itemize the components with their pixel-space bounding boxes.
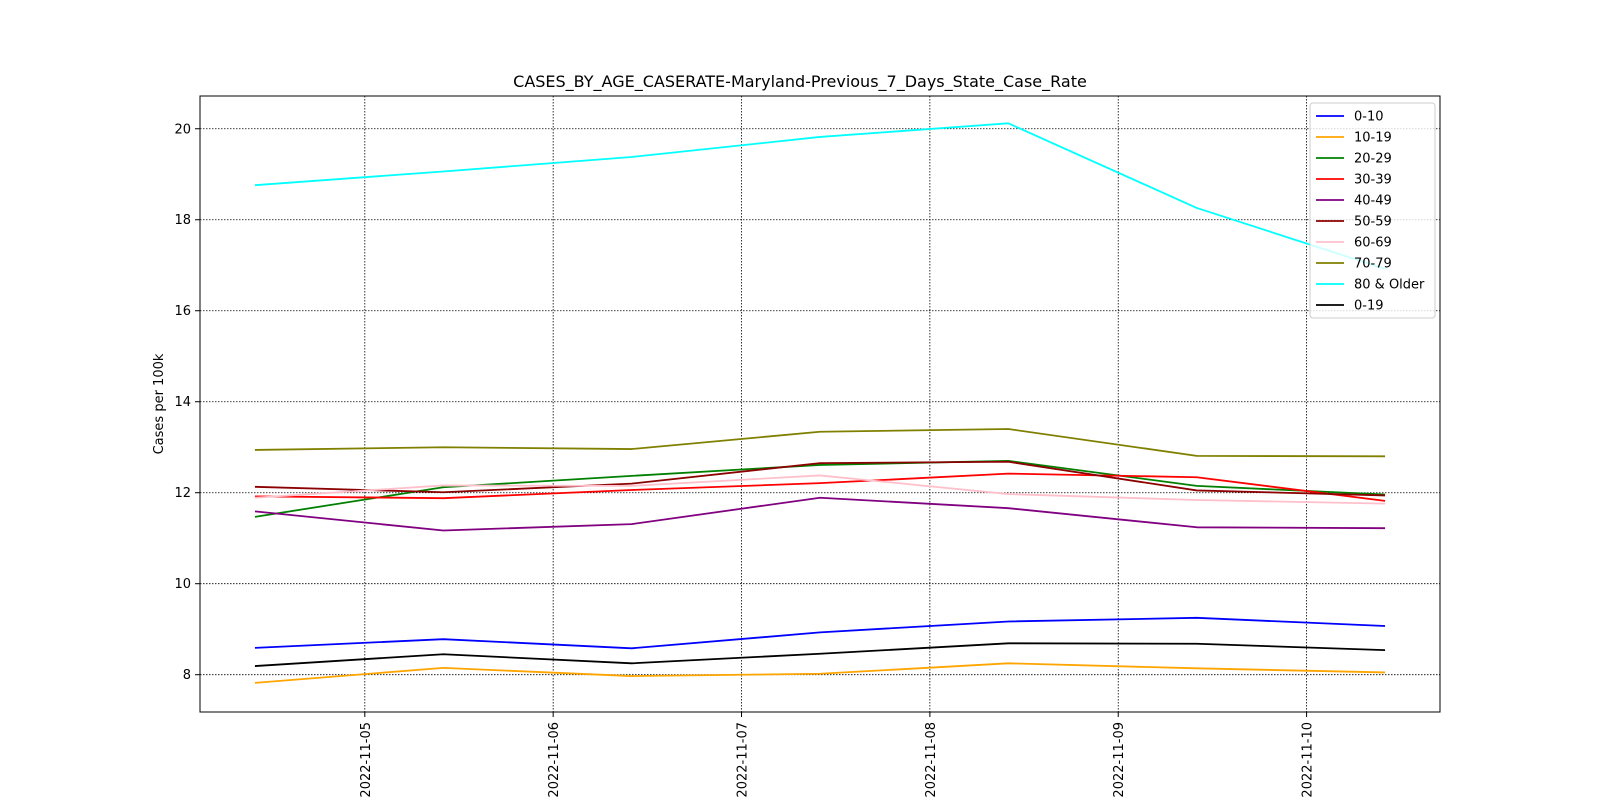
legend-label: 60-69: [1354, 236, 1392, 251]
y-axis: 8 10 12 14 16 18 20: [174, 122, 200, 683]
legend: 0-10 10-19 20-29 30-39 40-49 50-59 60-69 70-79 8…: [1309, 102, 1436, 319]
x-tick-label: 2022-11-06: [547, 722, 562, 798]
series-line: [254, 472, 1386, 502]
x-axis: 2022-11-05 2022-11-06 2022-11-07 2022-11-08…: [359, 712, 1316, 798]
legend-label: 10-19: [1354, 131, 1392, 146]
x-tick-label: 2022-11-10: [1301, 722, 1316, 798]
series-line: [254, 459, 1386, 518]
x-tick-label: 2022-11-05: [359, 722, 374, 798]
series-line: [254, 662, 1386, 684]
series-line: [254, 496, 1386, 532]
legend-label: 40-49: [1354, 194, 1392, 209]
legend-label: 0-10: [1354, 110, 1384, 125]
series-lines: [254, 122, 1386, 684]
legend-label: 20-29: [1354, 152, 1392, 167]
legend-label: 50-59: [1354, 215, 1392, 230]
series-line: [254, 428, 1386, 458]
legend-label: 30-39: [1354, 173, 1392, 188]
y-tick-label: 18: [174, 213, 191, 228]
y-tick-label: 8: [183, 668, 191, 683]
y-tick-label: 20: [174, 122, 191, 137]
y-tick-label: 16: [174, 304, 191, 319]
x-tick-label: 2022-11-07: [736, 722, 751, 798]
legend-label: 0-19: [1354, 299, 1384, 314]
series-line: [254, 642, 1386, 667]
legend-box: [1309, 102, 1436, 319]
chart-title: CASES_BY_AGE_CASERATE-Maryland-Previous_…: [513, 72, 1087, 92]
x-tick-label: 2022-11-08: [924, 722, 939, 798]
legend-label: 80 & Older: [1354, 278, 1425, 293]
series-line: [254, 474, 1386, 505]
y-tick-label: 10: [174, 577, 191, 592]
y-tick-label: 14: [174, 395, 191, 410]
legend-label: 70-79: [1354, 257, 1392, 272]
x-tick-label: 2022-11-09: [1112, 722, 1127, 798]
y-axis-label: Cases per 100k: [152, 353, 167, 454]
series-line: [254, 460, 1386, 497]
plot-frame: [199, 95, 1441, 713]
series-line: [254, 616, 1386, 650]
y-tick-label: 12: [174, 486, 191, 501]
series-line: [254, 122, 1386, 270]
